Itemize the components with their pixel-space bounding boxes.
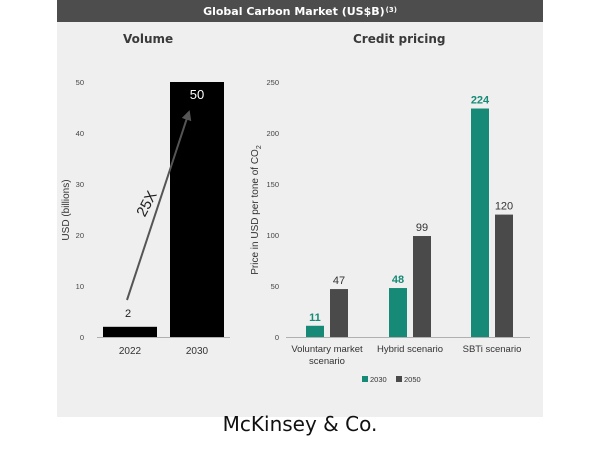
y-tick-label: 250 — [266, 78, 279, 87]
bar-2050 — [413, 236, 431, 337]
data-label: 48 — [392, 274, 404, 286]
x-tick-label: Voluntary market — [291, 344, 363, 355]
legend-label: 2030 — [370, 375, 387, 384]
data-label: 11 — [309, 312, 321, 324]
x-tick-label: 2030 — [186, 346, 209, 357]
brand-footer: McKinsey & Co. — [222, 412, 378, 436]
y-tick-label: 10 — [76, 282, 84, 291]
x-tick-label: 2022 — [119, 346, 142, 357]
growth-annotation: 25X — [133, 188, 161, 220]
y-tick-label: 0 — [80, 333, 84, 342]
bar-2030 — [389, 288, 407, 337]
data-label: 2 — [125, 308, 131, 320]
y-tick-label: 30 — [76, 180, 84, 189]
chart-panel — [57, 22, 543, 417]
legend-swatch-2030 — [362, 376, 368, 382]
y-tick-label: 40 — [76, 129, 84, 138]
growth-arrow — [126, 110, 192, 301]
x-tick-label: Hybrid scenario — [377, 344, 443, 355]
footnote-marker: (3) — [385, 6, 397, 14]
legend-label: 2050 — [404, 375, 421, 384]
bar-2030 — [306, 325, 324, 337]
legend-swatch-2050 — [396, 376, 402, 382]
y-axis-label: USD (billions) — [61, 179, 72, 240]
bar-2030 — [471, 108, 489, 338]
y-tick-label: 0 — [275, 333, 279, 342]
chart-header-title: Global Carbon Market (US$B) — [203, 4, 385, 18]
x-tick-label: SBTi scenario — [463, 344, 522, 355]
x-tick-label: scenario — [309, 356, 345, 367]
data-label: 224 — [471, 95, 490, 107]
y-tick-label: 20 — [76, 231, 84, 240]
data-label: 120 — [495, 201, 513, 213]
y-tick-label: 200 — [266, 129, 279, 138]
y-tick-label: 50 — [271, 282, 279, 291]
bar-2050 — [330, 289, 348, 337]
bar-2022 — [103, 326, 157, 337]
y-tick-label: 150 — [266, 180, 279, 189]
chart-header: Global Carbon Market (US$B) (3) — [57, 0, 543, 22]
data-label: 99 — [416, 222, 428, 234]
volume-chart-title: Volume — [123, 32, 174, 46]
y-axis-label-subscript: 2 — [256, 145, 263, 149]
data-label: 50 — [190, 87, 204, 102]
bar-2030 — [170, 82, 224, 337]
y-axis-label: Price in USD per tone of CO2 — [250, 145, 263, 275]
bar-2050 — [495, 214, 513, 337]
data-label: 47 — [333, 275, 345, 287]
y-tick-label: 100 — [266, 231, 279, 240]
y-tick-label: 50 — [76, 78, 84, 87]
pricing-chart-title: Credit pricing — [353, 32, 446, 46]
